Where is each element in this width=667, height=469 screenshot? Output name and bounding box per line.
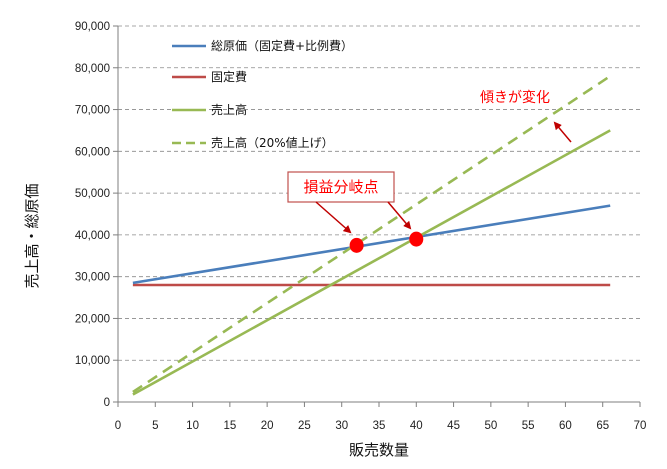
y-tick-label: 30,000: [75, 272, 110, 284]
y-tick-label: 80,000: [75, 63, 110, 75]
x-tick-label: 10: [186, 420, 199, 432]
y-tick-label: 60,000: [75, 146, 110, 158]
break-even-label-box: [287, 171, 395, 203]
y-tick-labels: 0 10,000 20,000 30,000 40,000 50,000 60,000 70,…: [75, 21, 110, 409]
break-even-arrow-2: [387, 201, 412, 230]
y-tick-label: 0: [104, 397, 110, 409]
axes: [113, 25, 641, 407]
series-lines: [132, 75, 611, 396]
x-tick-label: 20: [261, 420, 274, 432]
series-line: [132, 129, 611, 396]
x-tick-label: 30: [335, 420, 348, 432]
x-tick-label: 55: [522, 420, 535, 432]
x-tick-label: 50: [484, 420, 497, 432]
x-tick-label: 25: [298, 420, 311, 432]
x-tick-label: 35: [373, 420, 386, 432]
x-tick-label: 70: [634, 420, 647, 432]
x-tick-label: 0: [115, 420, 121, 432]
y-axis-title: 売上高・総原価: [23, 183, 41, 288]
break-even-label: 損益分岐点: [303, 178, 378, 196]
x-tick-label: 40: [410, 420, 423, 432]
annotations: 損益分岐点 傾きが変化: [287, 89, 572, 234]
slope-change-arrow: [553, 121, 572, 143]
x-tick-label: 65: [596, 420, 609, 432]
series-line: [132, 204, 611, 285]
y-tick-label: 20,000: [75, 313, 110, 325]
x-tick-label: 5: [152, 420, 158, 432]
x-tick-label: 45: [447, 420, 460, 432]
legend-label: 売上高: [211, 102, 247, 117]
x-axis-title: 販売数量: [349, 441, 409, 459]
break-even-points: [349, 231, 424, 253]
break-even-point: [409, 231, 424, 247]
legend-label: 総原価（固定費+比例費）: [211, 38, 353, 53]
grid: [118, 25, 640, 361]
break-even-point: [349, 237, 364, 253]
x-tick-label: 15: [223, 420, 236, 432]
legend-label: 固定費: [211, 69, 247, 84]
break-even-arrow-1: [315, 201, 352, 234]
y-tick-label: 50,000: [75, 188, 110, 200]
y-tick-label: 10,000: [75, 355, 110, 367]
series-line: [132, 75, 611, 394]
y-tick-label: 90,000: [75, 21, 110, 33]
slope-change-label: 傾きが変化: [480, 89, 550, 106]
x-tick-label: 60: [559, 420, 572, 432]
x-tick-labels: 0 5 10 15 20 25 30 35 40 45 50 55 60 65 70: [115, 420, 647, 432]
legend-label: 売上高（20%値上げ）: [211, 135, 334, 150]
y-tick-label: 40,000: [75, 230, 110, 242]
y-tick-label: 70,000: [75, 105, 110, 117]
